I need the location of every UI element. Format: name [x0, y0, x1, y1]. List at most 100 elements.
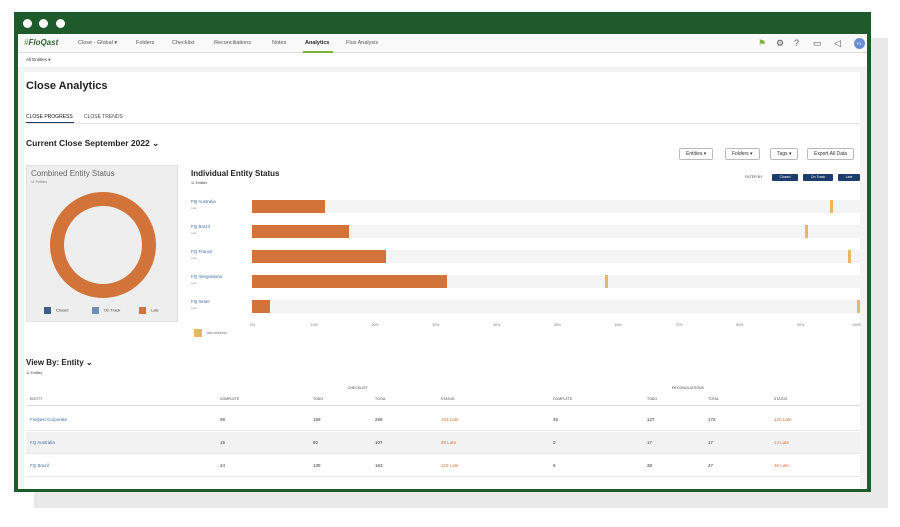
entity-bar-label[interactable]: FQ France	[191, 249, 213, 254]
current-close-selector[interactable]: Current Close September 2022 ⌄	[26, 138, 160, 148]
view-by-entity-selector[interactable]: View By: Entity ⌄	[26, 358, 93, 367]
top-navigation: #FloQast Close - Global ▾ Folders Checkl…	[18, 34, 867, 53]
view-by-count: 11 Entities	[26, 371, 43, 375]
table-cell: 9	[553, 463, 556, 468]
all-entities-select[interactable]: All Entities ▾	[26, 57, 51, 62]
table-cell: 107	[375, 440, 383, 445]
column-header[interactable]: TOTAL	[708, 397, 719, 401]
filter-chip-late[interactable]: Late	[838, 174, 860, 181]
gear-icon[interactable]: ⚙	[776, 38, 785, 48]
nav-reconciliations[interactable]: Reconciliations	[214, 40, 251, 46]
table-row[interactable]	[26, 409, 860, 431]
x-axis-tick: 20%	[371, 323, 379, 327]
table-cell: 47	[708, 463, 714, 468]
entity-bar-label[interactable]: FQ Integrations	[191, 274, 223, 279]
legend-closed[interactable]: Closed	[44, 307, 68, 314]
nav-analytics[interactable]: Analytics	[305, 40, 330, 46]
user-avatar[interactable]: FL	[854, 38, 865, 49]
checklist-group-header: CHECKLIST	[348, 386, 368, 390]
entity-bar-label[interactable]: FQ Australia	[191, 199, 216, 204]
table-cell: 123 Late	[441, 463, 459, 468]
entity-name-link[interactable]: FQ Australia	[30, 440, 55, 445]
entity-bar-last-deadline-marker	[805, 225, 809, 238]
column-header[interactable]: TOTAL	[375, 397, 386, 401]
tags-filter-button[interactable]: Tags ▾	[770, 148, 799, 160]
filter-by-label: FILTER BY	[745, 175, 763, 179]
entity-bar-last-deadline-marker	[847, 250, 851, 263]
x-axis-tick: 80%	[736, 323, 744, 327]
column-header[interactable]: STATUS	[774, 397, 788, 401]
table-cell: 127	[647, 417, 655, 422]
reconciliations-group-header: RECONCILIATIONS	[672, 386, 704, 390]
entity-bar-progress	[252, 300, 271, 313]
tab-close-trends[interactable]: CLOSE TRENDS	[84, 114, 123, 120]
window-minimize-dot[interactable]	[39, 19, 48, 28]
entity-bar-progress	[252, 200, 325, 213]
legend-on-track[interactable]: On Track	[92, 307, 120, 314]
window-close-dot[interactable]	[23, 19, 32, 28]
combined-entity-status-card: Combined Entity Status 11 Entities Close…	[26, 165, 178, 322]
filter-chip-on-track[interactable]: On Track	[803, 174, 833, 181]
nav-checklist[interactable]: Checklist	[172, 40, 195, 46]
table-cell: 38	[647, 463, 653, 468]
table-cell: 172	[708, 417, 716, 422]
entity-name-link[interactable]: FloQast Corporate	[30, 417, 68, 422]
column-header[interactable]: TODO	[647, 397, 658, 401]
table-cell: 45	[553, 417, 559, 422]
app-content: #FloQast Close - Global ▾ Folders Checkl…	[18, 34, 867, 489]
x-axis-tick: 50%	[554, 323, 562, 327]
megaphone-icon[interactable]: ◁	[834, 38, 841, 48]
entity-bar-status: Late	[191, 281, 197, 285]
entity-bar-progress	[252, 225, 350, 238]
entity-bar-track[interactable]	[252, 250, 860, 263]
entity-name-link[interactable]: FQ Brazil	[30, 463, 49, 468]
browser-window: #FloQast Close - Global ▾ Folders Checkl…	[14, 12, 871, 492]
column-header[interactable]: COMPLETE	[220, 397, 240, 401]
legend-late[interactable]: Late	[139, 307, 159, 314]
x-axis-tick: 60%	[614, 323, 622, 327]
table-cell: 258	[375, 417, 383, 422]
table-row[interactable]	[26, 455, 860, 477]
nav-flux-analysis[interactable]: Flux Analysis	[346, 40, 379, 46]
nav-notes[interactable]: Notes	[272, 40, 287, 46]
column-header[interactable]: TODO	[313, 397, 324, 401]
entities-filter-button[interactable]: Entities ▾	[679, 148, 714, 160]
entity-bar-last-deadline-marker	[857, 300, 860, 313]
entity-bar-track[interactable]	[252, 275, 860, 288]
window-titlebar	[14, 12, 871, 34]
flag-icon[interactable]: ⚑	[758, 38, 767, 48]
table-cell: 15	[220, 440, 226, 445]
individual-status-title: Individual Entity Status	[191, 169, 280, 178]
active-nav-underline	[303, 51, 333, 53]
entity-bar-track[interactable]	[252, 225, 860, 238]
column-header[interactable]: ENTITY	[30, 397, 43, 401]
column-header[interactable]: COMPLETE	[553, 397, 573, 401]
help-icon[interactable]: ?	[794, 38, 800, 48]
table-row[interactable]	[26, 432, 860, 454]
entity-bar-track[interactable]	[252, 200, 860, 213]
table-cell: 159	[313, 417, 321, 422]
combined-status-donut[interactable]	[48, 190, 158, 300]
x-axis-tick: 0%	[250, 323, 256, 327]
entity-bar-label[interactable]: FQ Israel	[191, 299, 210, 304]
entity-bar-label[interactable]: FQ Brazil	[191, 224, 210, 229]
table-cell: 120 Late	[774, 417, 792, 422]
nav-folders[interactable]: Folders	[136, 40, 155, 46]
x-axis-tick: 30%	[432, 323, 440, 327]
export-all-data-button[interactable]: Export All Data	[807, 148, 855, 160]
table-cell: 17	[708, 440, 714, 445]
book-icon[interactable]: ▭	[813, 38, 822, 48]
window-maximize-dot[interactable]	[56, 19, 65, 28]
floqast-logo[interactable]: #FloQast	[24, 38, 59, 47]
column-header[interactable]: STATUS	[441, 397, 455, 401]
table-cell: 17	[647, 440, 653, 445]
x-axis-tick: 90%	[797, 323, 805, 327]
tab-close-progress[interactable]: CLOSE PROGRESS	[26, 114, 73, 120]
folders-filter-button[interactable]: Folders ▾	[725, 148, 760, 160]
table-cell: 88 Late	[441, 440, 457, 445]
entity-bar-track[interactable]	[252, 300, 860, 313]
filter-chip-closed[interactable]: Closed	[772, 174, 798, 181]
nav-close-global[interactable]: Close - Global ▾	[78, 40, 118, 46]
table-cell: 24	[220, 463, 226, 468]
table-header-divider	[26, 405, 860, 406]
